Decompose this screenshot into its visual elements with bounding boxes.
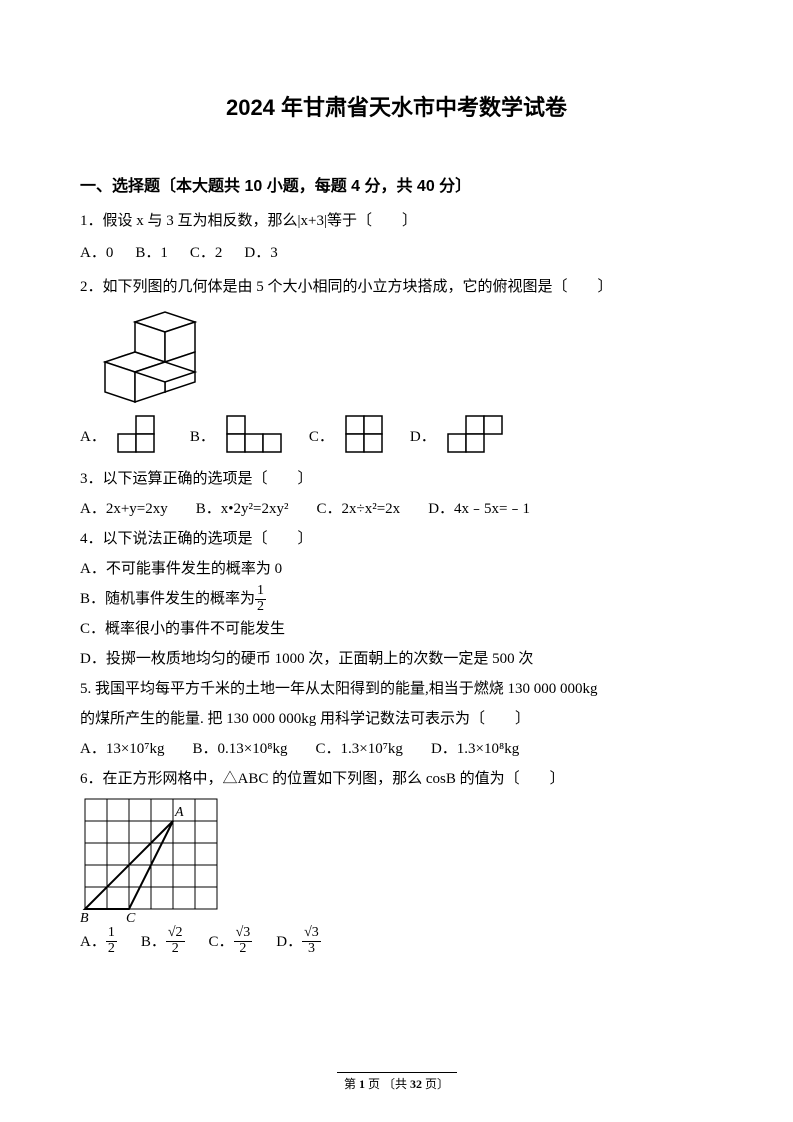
footer-page: 1 bbox=[359, 1077, 365, 1091]
grid-triangle-figure: A B C bbox=[80, 794, 230, 924]
q3-opt-d: D．4x﹣5x=﹣1 bbox=[428, 494, 530, 524]
q5-stem-1: 5. 我国平均每平方千米的土地一年从太阳得到的能量,相当于燃烧 130 000 … bbox=[80, 674, 713, 704]
footer-pre: 第 bbox=[344, 1077, 356, 1091]
question-6: 6．在正方形网格中，△ABC 的位置如下列图，那么 cosB 的值为〔 〕 A … bbox=[80, 764, 713, 956]
q5-opt-a: A．13×10⁷kg bbox=[80, 734, 165, 764]
topview-a-icon bbox=[116, 414, 172, 460]
question-3: 3．以下运算正确的选项是〔 〕 A．2x+y=2xy B．x•2y²=2xy² … bbox=[80, 464, 713, 524]
cube-solid-figure bbox=[80, 302, 210, 412]
q6-opt-a-label: A． bbox=[80, 927, 106, 957]
q2-opt-b: B． bbox=[190, 414, 291, 460]
q3-opt-b: B．x•2y²=2xy² bbox=[196, 494, 289, 524]
q1-stem: 1．假设 x 与 3 互为相反数，那么|x+3|等于〔 〕 bbox=[80, 206, 713, 236]
q6-opt-c: C． √3 2 bbox=[209, 926, 253, 956]
topview-b-icon bbox=[225, 414, 291, 460]
q3-stem: 3．以下运算正确的选项是〔 〕 bbox=[80, 464, 713, 494]
q1-opt-a: A．0 bbox=[80, 238, 113, 268]
q6-opt-d-label: D． bbox=[276, 927, 302, 957]
q2-opt-d: D． bbox=[410, 414, 512, 460]
topview-d-icon bbox=[446, 414, 512, 460]
q5-options: A．13×10⁷kg B．0.13×10⁸kg C．1.3×10⁷kg D．1.… bbox=[80, 734, 713, 764]
q6-opt-d: D． √3 3 bbox=[276, 926, 321, 956]
question-5: 5. 我国平均每平方千米的土地一年从太阳得到的能量,相当于燃烧 130 000 … bbox=[80, 674, 713, 764]
section-heading: 一、选择题〔本大题共 10 小题，每题 4 分，共 40 分〕 bbox=[80, 172, 713, 196]
footer-total: 32 bbox=[410, 1077, 422, 1091]
q2-options: A． B． bbox=[80, 414, 713, 460]
q1-options: A．0 B．1 C．2 D．3 bbox=[80, 238, 713, 268]
fraction-sqrt3-2-icon: √3 2 bbox=[234, 926, 253, 956]
q4-opt-d: D．投掷一枚质地均匀的硬币 1000 次，正面朝上的次数一定是 500 次 bbox=[80, 644, 713, 674]
fraction-sqrt3-3-icon: √3 3 bbox=[302, 926, 321, 956]
footer-post: 页〕 bbox=[425, 1077, 449, 1091]
question-1: 1．假设 x 与 3 互为相反数，那么|x+3|等于〔 〕 A．0 B．1 C．… bbox=[80, 206, 713, 268]
q3-options: A．2x+y=2xy B．x•2y²=2xy² C．2x÷x²=2x D．4x﹣… bbox=[80, 494, 713, 524]
q1-opt-d: D．3 bbox=[244, 238, 277, 268]
q4-opt-c: C．概率很小的事件不可能发生 bbox=[80, 614, 713, 644]
q4-opt-b-text: B．随机事件发生的概率为 bbox=[80, 584, 255, 614]
q1-opt-b: B．1 bbox=[135, 238, 168, 268]
q5-opt-d: D．1.3×10⁸kg bbox=[431, 734, 519, 764]
q5-stem-2: 的煤所产生的能量. 把 130 000 000kg 用科学记数法可表示为〔 〕 bbox=[80, 704, 713, 734]
q6-opt-b: B． √2 2 bbox=[141, 926, 185, 956]
vertex-c-label: C bbox=[126, 911, 136, 924]
topview-c-icon bbox=[344, 414, 392, 460]
q2-opt-a: A． bbox=[80, 414, 172, 460]
q6-opt-c-label: C． bbox=[209, 927, 234, 957]
q2-stem: 2．如下列图的几何体是由 5 个大小相同的小立方块搭成，它的俯视图是〔 〕 bbox=[80, 272, 713, 302]
exam-page: 2024 年甘肃省天水市中考数学试卷 一、选择题〔本大题共 10 小题，每题 4… bbox=[0, 0, 793, 1122]
q2-opt-c: C． bbox=[309, 414, 392, 460]
q4-stem: 4．以下说法正确的选项是〔 〕 bbox=[80, 524, 713, 554]
q5-opt-c: C．1.3×10⁷kg bbox=[315, 734, 402, 764]
fraction-half-icon: 1 2 bbox=[255, 584, 266, 614]
q5-opt-b: B．0.13×10⁸kg bbox=[193, 734, 288, 764]
q1-opt-c: C．2 bbox=[190, 238, 223, 268]
vertex-a-label: A bbox=[174, 805, 184, 820]
fraction-sqrt2-2-icon: √2 2 bbox=[166, 926, 185, 956]
page-title: 2024 年甘肃省天水市中考数学试卷 bbox=[80, 90, 713, 122]
question-4: 4．以下说法正确的选项是〔 〕 A．不可能事件发生的概率为 0 B．随机事件发生… bbox=[80, 524, 713, 674]
question-2: 2．如下列图的几何体是由 5 个大小相同的小立方块搭成，它的俯视图是〔 〕 bbox=[80, 272, 713, 460]
q6-opt-a: A． 1 2 bbox=[80, 926, 117, 956]
q3-opt-a: A．2x+y=2xy bbox=[80, 494, 168, 524]
q4-opt-b: B．随机事件发生的概率为 1 2 bbox=[80, 584, 713, 614]
q6-opt-b-label: B． bbox=[141, 927, 166, 957]
vertex-b-label: B bbox=[80, 911, 89, 924]
q4-opt-a: A．不可能事件发生的概率为 0 bbox=[80, 554, 713, 584]
fraction-1-2-icon: 1 2 bbox=[106, 926, 117, 956]
q6-stem: 6．在正方形网格中，△ABC 的位置如下列图，那么 cosB 的值为〔 〕 bbox=[80, 764, 713, 794]
q6-options: A． 1 2 B． √2 2 C． √3 2 bbox=[80, 926, 713, 956]
q3-opt-c: C．2x÷x²=2x bbox=[316, 494, 400, 524]
footer-mid: 页 〔共 bbox=[368, 1077, 407, 1091]
page-footer: 第 1 页 〔共 32 页〕 bbox=[0, 1072, 793, 1092]
